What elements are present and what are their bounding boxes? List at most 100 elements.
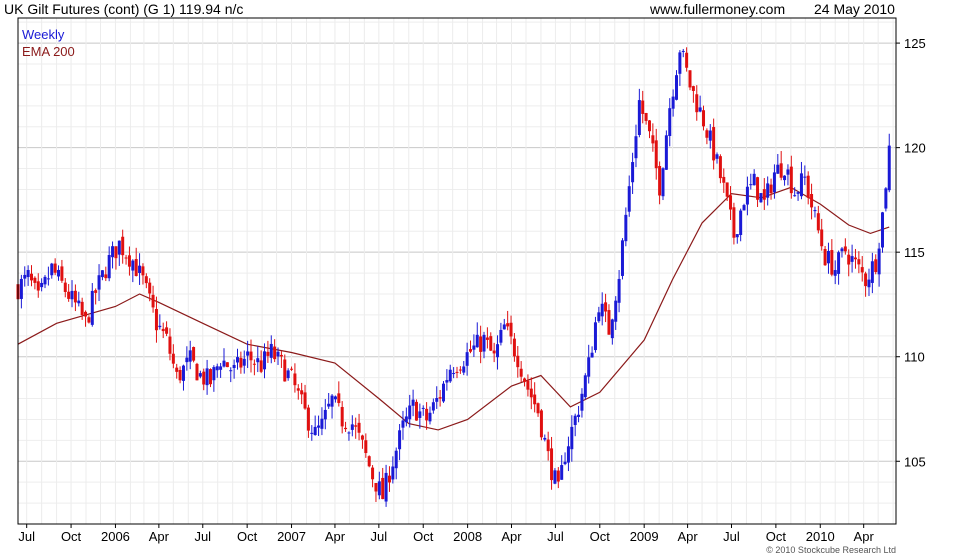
candle-body [435, 398, 439, 402]
candle-body [526, 380, 530, 390]
candle-body [502, 324, 506, 330]
candle-body [783, 175, 787, 181]
y-tick-label: 105 [904, 454, 926, 469]
candle-body [749, 184, 753, 186]
candle-body [867, 279, 871, 288]
source-site: www.fullermoney.com [650, 1, 786, 17]
candle-body [90, 290, 94, 325]
candle-body [273, 346, 277, 360]
candle-body [165, 327, 169, 334]
candle-body [813, 210, 817, 212]
candle-body [57, 269, 61, 277]
candle-body [306, 407, 310, 431]
candle-body [117, 240, 121, 255]
candle-body [391, 466, 395, 480]
candle-body [438, 397, 442, 399]
candle-body [489, 336, 493, 351]
x-tick-label: Oct [413, 529, 434, 544]
y-tick-label: 115 [904, 245, 925, 260]
x-tick-label: Apr [677, 529, 698, 544]
candle-body [779, 163, 783, 178]
candle-body [87, 317, 91, 323]
candle-body [303, 392, 307, 409]
candle-body [263, 351, 267, 370]
candle-body [330, 395, 334, 407]
candle-body [70, 290, 74, 300]
candle-body [475, 334, 479, 348]
x-tick-label: Jul [194, 529, 211, 544]
candle-body [752, 173, 756, 186]
candle-body [364, 440, 368, 454]
candle-body [448, 369, 452, 382]
candle-body [60, 266, 64, 281]
candle-body [810, 194, 814, 208]
candle-body [583, 375, 587, 398]
candle-body [19, 278, 23, 299]
candle-body [566, 446, 570, 463]
candle-body [350, 424, 354, 430]
candle-body [620, 240, 624, 276]
candle-body [509, 322, 513, 337]
candle-body [229, 370, 233, 372]
candle-body [178, 370, 182, 381]
candle-body [100, 270, 104, 278]
candle-body [837, 252, 841, 274]
candle-body [168, 336, 172, 354]
candle-body [580, 393, 584, 411]
candle-body [702, 110, 706, 127]
candle-body [300, 390, 304, 395]
candle-body [323, 409, 327, 420]
candle-body [772, 172, 776, 193]
candle-body [769, 184, 773, 194]
candle-body [874, 259, 878, 273]
candle-body [556, 470, 560, 482]
candle-body [124, 257, 128, 259]
y-tick-label: 125 [904, 36, 926, 51]
candle-body [23, 274, 27, 279]
candle-body [793, 195, 797, 197]
candle-body [310, 432, 314, 434]
candle-body [357, 422, 361, 433]
candle-body [84, 311, 88, 317]
candle-body [428, 412, 432, 422]
x-tick-label: Apr [501, 529, 522, 544]
candle-body [651, 135, 655, 144]
candle-body [600, 303, 604, 317]
candle-body [472, 345, 476, 350]
candle-body [246, 351, 250, 356]
candle-body [756, 177, 760, 200]
candle-body [313, 426, 317, 436]
candle-body [880, 212, 884, 248]
candle-body [799, 173, 803, 197]
candle-body [722, 176, 726, 183]
ema-200-line [17, 186, 890, 431]
candle-body [884, 188, 888, 209]
candle-body [877, 248, 881, 275]
candle-body [269, 343, 273, 358]
candle-body [256, 358, 260, 363]
candle-body [536, 403, 540, 414]
candle-body [469, 349, 473, 352]
candle-body [340, 406, 344, 427]
candle-body [222, 360, 226, 367]
candle-body [590, 352, 594, 358]
candle-body [627, 186, 631, 212]
candle-body [708, 130, 712, 141]
candle-body [843, 246, 847, 252]
candle-body [529, 388, 533, 398]
candle-body [853, 257, 857, 260]
candle-body [705, 130, 709, 138]
candle-body [850, 256, 854, 262]
candle-body [408, 405, 412, 420]
candle-body [462, 366, 466, 373]
candle-body [158, 325, 162, 328]
candle-body [739, 210, 743, 236]
candle-body [560, 465, 564, 480]
y-tick-label: 120 [904, 141, 926, 156]
candle-body [492, 350, 496, 354]
candle-body [587, 357, 591, 377]
candle-body [46, 278, 50, 280]
candle-body [482, 334, 486, 352]
candle-body [506, 323, 510, 327]
candle-body [354, 425, 358, 427]
